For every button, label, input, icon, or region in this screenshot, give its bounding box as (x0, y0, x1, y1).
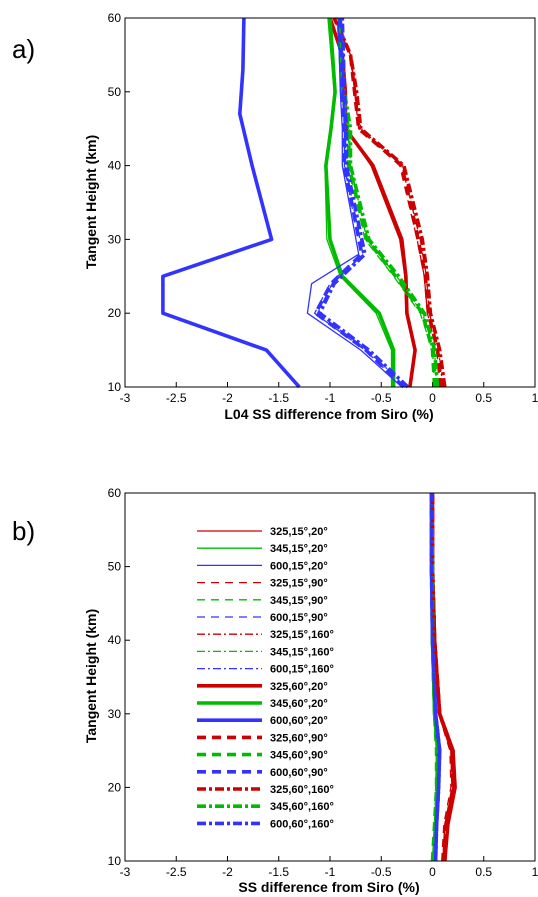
legend-entry-label: 600,60°,20° (270, 715, 328, 727)
panel-a-ylabel: Tangent Height (km) (83, 135, 99, 269)
panel-b-xtick-label: 1 (532, 865, 538, 879)
legend-entry-label: 600,15°,90° (270, 612, 328, 624)
panel-b-series (429, 492, 457, 862)
panel-b-xtick-label: -3 (120, 865, 131, 879)
panel-a-xtick-label: 0.5 (475, 391, 492, 405)
panel-a-series-line-14 (313, 17, 405, 388)
panel-a-series-line-12 (338, 17, 440, 388)
legend-entry-label: 325,15°,160° (270, 629, 334, 641)
panel-b-plot-frame (124, 492, 536, 862)
panel-a-xtick-label: 1 (532, 391, 538, 405)
panel-a-series-line-18 (317, 17, 410, 389)
panel-b-xtick-label: 0 (429, 865, 436, 879)
panel-b-label: b) (12, 516, 35, 546)
panel-b-ytick-label: 40 (108, 633, 122, 647)
panel-a-series (161, 17, 447, 389)
panel-b-ylabel: Tangent Height (km) (83, 609, 99, 743)
panel-a-label: a) (12, 34, 35, 64)
panel-a-xlabel: L04 SS difference from Siro (%) (224, 406, 433, 422)
panel-a-xtick-label: -1.5 (268, 391, 289, 405)
legend-entry-label: 345,60°,90° (270, 750, 328, 762)
panel-a-ytick-label: 50 (108, 85, 122, 99)
panel-b-xtick-label: -2 (222, 865, 233, 879)
legend-entry-label: 345,15°,90° (270, 595, 328, 607)
panel-b-ytick-label: 50 (108, 560, 122, 574)
legend-entry-label: 325,15°,90° (270, 578, 328, 590)
legend-entry-label: 345,60°,160° (270, 801, 334, 813)
panel-b-xtick-label: -1 (325, 865, 336, 879)
panel-b-series-line-16 (430, 493, 456, 862)
panel-a-ytick-label: 60 (108, 11, 122, 25)
panel-b-ticks: -3 -2.5 -2 -1.5 -1 -0.5 0 0.5 1 10 20 30 40 50 60 (108, 486, 538, 879)
panel-a-ytick-label: 30 (108, 232, 122, 246)
panel-a-ytick-label: 40 (108, 159, 122, 173)
panel-b-xlabel: SS difference from Siro (%) (238, 879, 419, 895)
panel-a-xtick-label: -2 (222, 391, 233, 405)
legend-entry-label: 325,60°,20° (270, 681, 328, 693)
panel-a-series-line-16 (161, 17, 301, 389)
panel-b-series-line-18 (429, 493, 442, 862)
panel-a-series-line-13 (306, 17, 403, 388)
panel-a-ytick-label: 10 (108, 380, 122, 394)
panel-b-ytick-label: 10 (108, 854, 122, 868)
legend-entry-label: 345,60°,20° (270, 698, 328, 710)
panel-a-plot-frame (124, 17, 536, 388)
panel-b-ytick-label: 20 (108, 780, 122, 794)
panel-b-chart: b) SS difference from Siro (%) Tangent H… (12, 486, 538, 895)
panel-b-ytick-label: 60 (108, 486, 122, 500)
legend-entry-label: 325,60°,90° (270, 732, 328, 744)
panel-a-xtick-label: 0 (429, 391, 436, 405)
legend-entry-label: 325,60°,160° (270, 784, 334, 796)
panel-a-series-line-6 (333, 17, 447, 388)
panel-b-xtick-label: -1.5 (268, 865, 289, 879)
legend-entry-label: 345,15°,20° (270, 543, 328, 555)
panel-a-xtick-label: -0.5 (371, 391, 392, 405)
panel-a-xtick-label: -3 (120, 391, 131, 405)
panel-a-series-line-10 (324, 17, 396, 387)
panel-a-xtick-label: -2.5 (166, 391, 187, 405)
panel-b-xtick-label: 0.5 (475, 865, 492, 879)
panel-b-ytick-label: 30 (108, 707, 122, 721)
legend-entry-label: 600,60°,160° (270, 818, 334, 830)
legend-entry-label: 600,15°,20° (270, 560, 328, 572)
legend-entry-label: 600,60°,90° (270, 767, 328, 779)
panel-a-ytick-label: 20 (108, 306, 122, 320)
panel-b-legend: 325,15°,20° 345,15°,20° 600,15°,20° 325,15°… (197, 526, 334, 830)
panel-b-xtick-label: -2.5 (166, 865, 187, 879)
panel-a-chart: a) L04 SS difference from Siro (%) Tange… (12, 11, 538, 422)
legend-entry-label: 345,15°,160° (270, 646, 334, 658)
panel-a-xtick-label: -1 (325, 391, 336, 405)
legend-entry-label: 600,15°,160° (270, 664, 334, 676)
legend-entry-label: 325,15°,20° (270, 526, 328, 538)
panel-b-xtick-label: -0.5 (371, 865, 392, 879)
